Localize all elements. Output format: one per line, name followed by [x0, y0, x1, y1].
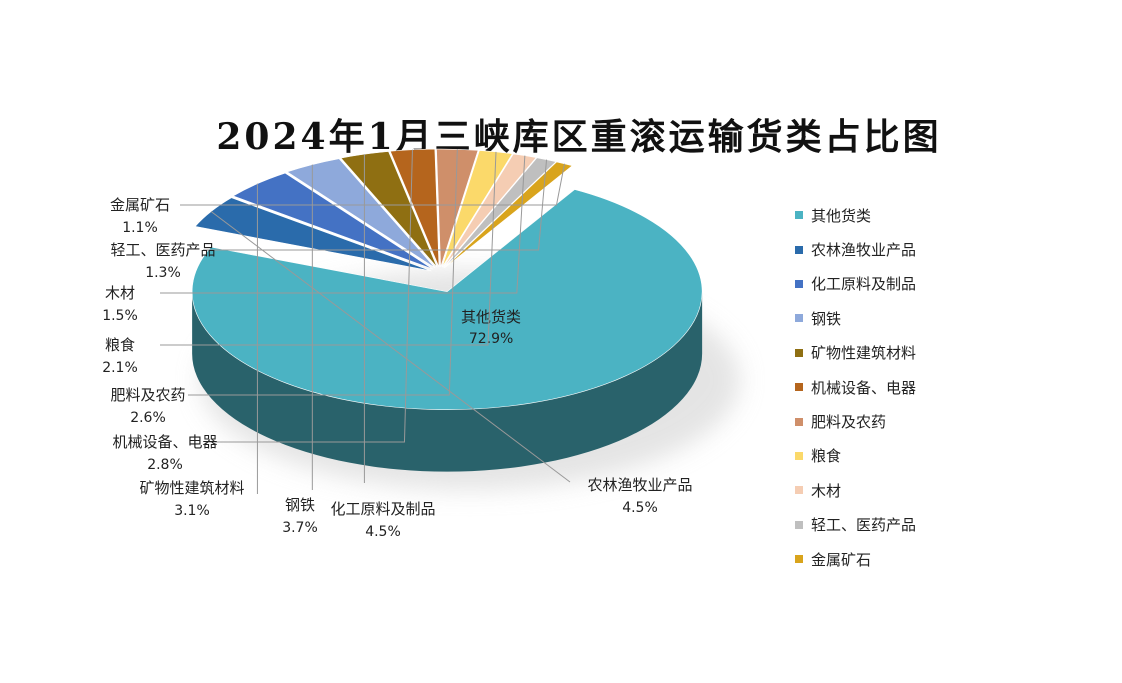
- legend-swatch: [795, 383, 803, 392]
- legend-label: 矿物性建筑材料: [811, 344, 917, 363]
- legend-item: 肥料及农药: [795, 404, 916, 438]
- legend-item: 机械设备、电器: [795, 370, 916, 404]
- legend-swatch: [795, 451, 803, 460]
- legend-label: 钢铁: [811, 309, 842, 328]
- legend-swatch: [795, 417, 803, 426]
- slice-label-value-4: 3.1%: [174, 503, 210, 519]
- leader-line-5: [205, 149, 413, 443]
- slice-label-value-7: 2.1%: [102, 360, 138, 376]
- legend-label: 金属矿石: [811, 550, 872, 569]
- pie-side-0: [192, 291, 703, 472]
- legend-item: 农林渔牧业产品: [795, 232, 916, 266]
- legend-item: 化工原料及制品: [795, 267, 916, 301]
- slice-label-value-5: 2.8%: [147, 457, 183, 473]
- slice-label-name-2: 化工原料及制品: [330, 500, 435, 518]
- slice-label-name-1: 农林渔牧业产品: [587, 476, 692, 494]
- slice-label-name-3: 钢铁: [285, 496, 315, 514]
- legend: 其他货类农林渔牧业产品 化工原料及制品 钢铁矿物性建筑材料 机械设备、电器 肥料及农药粮…: [795, 198, 916, 576]
- legend-swatch: [795, 211, 803, 220]
- slice-label-value-3: 3.7%: [282, 520, 318, 536]
- slice-label-value-9: 1.3%: [145, 265, 181, 281]
- legend-label: 肥料及农药: [811, 413, 887, 432]
- legend-label: 机械设备、电器: [811, 378, 917, 397]
- legend-swatch: [795, 486, 803, 495]
- legend-label: 化工原料及制品: [811, 275, 917, 294]
- leader-line-6: [188, 149, 458, 396]
- pie-slice-6: [436, 148, 479, 268]
- chart-title: 2024年1月三峡库区重滚运输货类占比图: [216, 116, 942, 158]
- slice-label-value-0: 72.9%: [469, 331, 513, 347]
- legend-label: 其他货类: [811, 206, 872, 225]
- legend-item: 轻工、医药产品: [795, 508, 916, 542]
- slice-label-value-6: 2.6%: [130, 410, 166, 426]
- pie-slice-4: [340, 151, 438, 268]
- slice-label-name-6: 肥料及农药: [110, 386, 185, 404]
- pie-labels: 其他货类 72.9% 农林渔牧业产品 4.5% 化工原料及制品 4.5% 钢铁 3.7% 矿物性…: [102, 149, 693, 540]
- legend-swatch: [795, 348, 803, 357]
- pie-slice-8: [442, 153, 537, 268]
- legend-swatch: [795, 245, 803, 254]
- legend-label: 木材: [811, 481, 842, 500]
- slice-label-name-0: 其他货类: [461, 308, 521, 326]
- legend-label: 农林渔牧业产品: [811, 241, 917, 260]
- leader-line-7: [160, 151, 497, 346]
- slice-label-name-8: 木材: [105, 284, 135, 302]
- slice-label-name-4: 矿物性建筑材料: [139, 479, 244, 497]
- slice-label-name-7: 粮食: [105, 336, 135, 354]
- legend-item: 金属矿石: [795, 542, 916, 576]
- legend-swatch: [795, 520, 803, 529]
- slice-label-value-1: 4.5%: [622, 500, 658, 516]
- slice-label-value-2: 4.5%: [365, 524, 401, 540]
- slice-label-name-5: 机械设备、电器: [112, 433, 217, 451]
- legend-item: 其他货类: [795, 198, 916, 232]
- leader-line-1: [210, 211, 571, 483]
- legend-label: 粮食: [811, 447, 842, 466]
- legend-item: 钢铁: [795, 301, 916, 335]
- slice-label-name-9: 轻工、医药产品: [110, 241, 215, 259]
- slice-label-value-10: 1.1%: [122, 220, 158, 236]
- legend-label: 轻工、医药产品: [811, 516, 917, 535]
- slice-label-value-8: 1.5%: [102, 308, 138, 324]
- legend-item: 粮食: [795, 439, 916, 473]
- legend-item: 木材: [795, 473, 916, 507]
- legend-item: 矿物性建筑材料: [795, 336, 916, 370]
- pie-slice-0: [191, 189, 703, 410]
- legend-swatch: [795, 555, 803, 564]
- legend-swatch: [795, 279, 803, 288]
- legend-swatch: [795, 314, 803, 323]
- leader-line-9: [203, 159, 548, 251]
- leader-line-8: [160, 155, 526, 294]
- leader-line-10: [180, 163, 565, 206]
- slice-label-name-10: 金属矿石: [110, 196, 170, 214]
